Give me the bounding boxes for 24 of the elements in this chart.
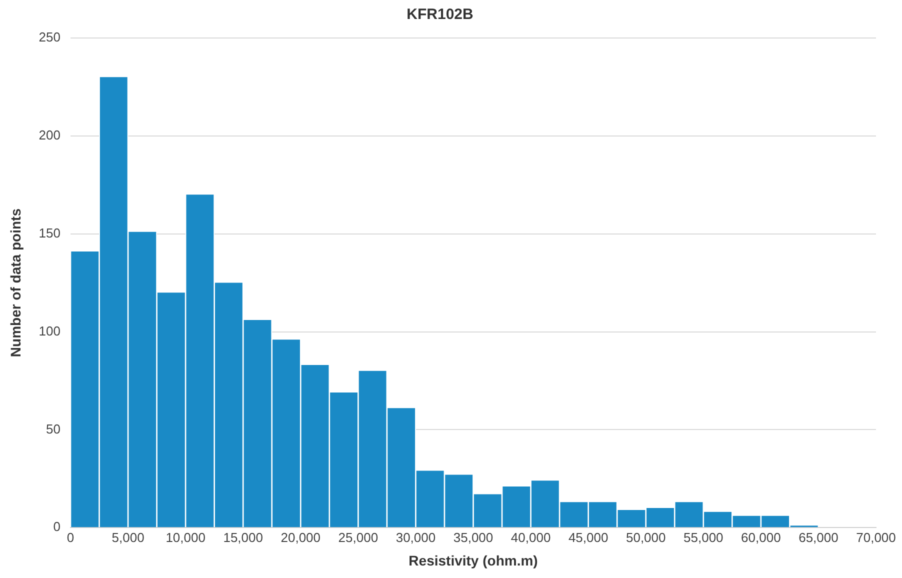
y-tick-label: 250 <box>38 30 60 45</box>
x-tick-label: 20,000 <box>280 530 321 545</box>
y-axis-title: Number of data points <box>7 208 24 358</box>
x-tick-label: 10,000 <box>166 530 206 545</box>
x-tick-label: 50,000 <box>626 530 666 545</box>
x-tick-label: 60,000 <box>741 530 781 545</box>
y-tick-label: 150 <box>38 225 60 240</box>
x-tick-label: 55,000 <box>684 530 724 545</box>
x-tick-label: 0 <box>66 530 74 545</box>
y-tick-label: 200 <box>38 128 60 142</box>
x-axis-title: Resistivity (ohm.m) <box>408 552 538 568</box>
y-tick-label: 0 <box>53 519 60 534</box>
x-tick-label: 45,000 <box>568 530 608 545</box>
x-tick-label: 65,000 <box>798 530 838 545</box>
x-tick-label: 40,000 <box>510 530 551 545</box>
x-tick-label: 70,000 <box>856 530 896 545</box>
y-tick-label: 100 <box>38 323 60 338</box>
x-tick-label: 15,000 <box>223 530 263 545</box>
x-tick-label: 5,000 <box>112 530 144 545</box>
x-tick-label: 25,000 <box>338 530 378 545</box>
x-tick-label: 30,000 <box>396 530 436 545</box>
chart-title: KFR102B <box>406 6 474 24</box>
y-tick-label: 50 <box>46 421 60 436</box>
x-tick-label: 35,000 <box>453 530 494 545</box>
